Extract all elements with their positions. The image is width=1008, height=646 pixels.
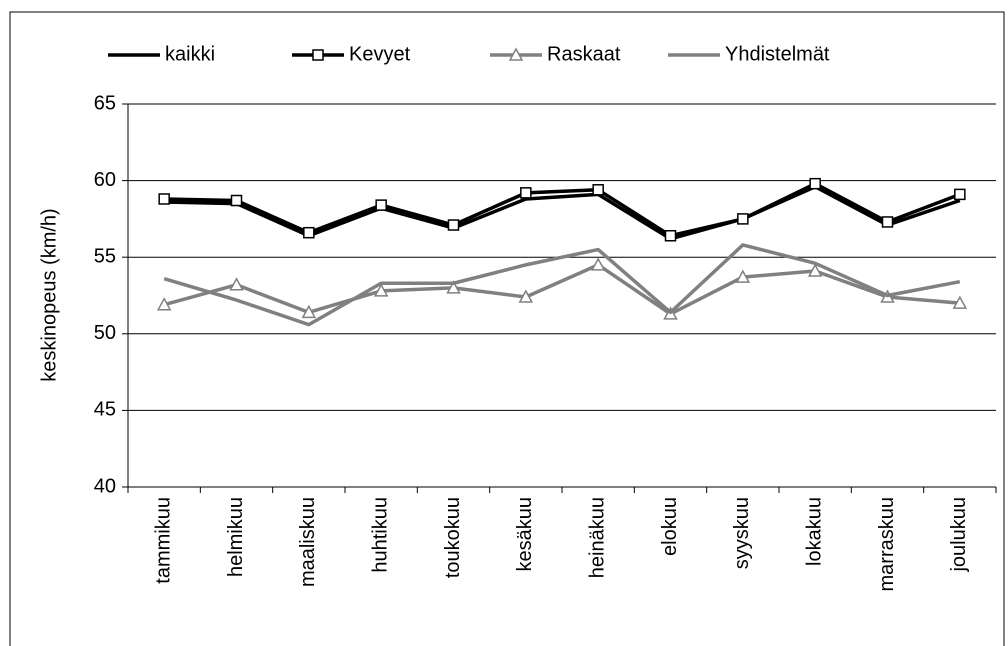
legend-label: Raskaat [547,43,621,65]
x-tick-label: marraskuu [876,497,898,591]
y-axis-label: keskinopeus (km/h) [38,208,60,381]
chart-frame [9,11,1005,646]
legend-label: Yhdistelmät [725,43,830,65]
x-tick-label: syyskuu [731,497,753,569]
marker [809,177,821,190]
series-line [163,263,960,316]
series-line [164,184,961,241]
x-tick-label: toukokuu [442,497,464,578]
marker [954,188,966,201]
y-tick-label: 50 [94,322,116,344]
marker [664,230,677,242]
marker [301,304,317,319]
marker [520,187,532,199]
legend-label: kaikki [165,43,215,65]
y-tick-label: 60 [94,169,116,191]
marker [508,47,524,61]
series-line [163,243,961,327]
x-tick-label: joulukuu [948,497,970,573]
marker [518,289,534,303]
marker [373,283,389,297]
marker [807,263,823,277]
marker [447,219,460,231]
marker [375,199,387,211]
x-tick-label: huhtikuu [369,497,391,573]
x-tick-label: lokakuu [803,497,825,566]
y-tick-label: 45 [94,399,116,421]
marker [156,297,172,311]
marker [735,269,751,283]
x-tick-label: tammikuu [152,497,174,584]
y-tick-label: 40 [94,475,116,497]
x-tick-label: heinäkuu [586,497,608,578]
x-tick-label: kesäkuu [514,497,536,572]
marker [229,277,244,291]
marker [303,226,315,239]
marker [446,280,461,294]
x-tick-label: elokuu [659,497,681,556]
marker [592,184,604,196]
x-tick-label: maaliskuu [297,497,319,587]
legend-label: Kevyet [349,43,411,65]
y-tick-label: 65 [94,92,116,114]
marker [312,49,324,61]
marker [590,257,606,271]
marker [952,295,968,309]
marker [737,213,749,225]
x-tick-label: helmikuu [225,497,247,577]
marker [230,194,243,207]
marker [881,216,894,228]
y-tick-label: 55 [94,245,116,267]
marker [158,193,170,205]
series-line [164,181,961,238]
